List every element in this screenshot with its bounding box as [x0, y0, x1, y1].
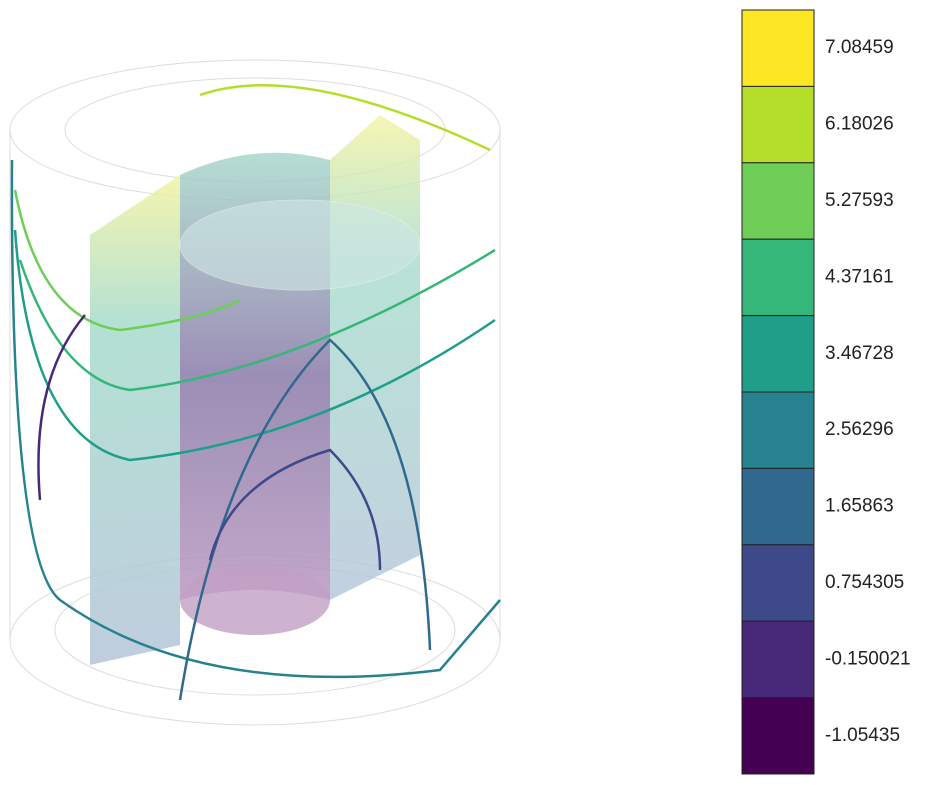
contour [13, 189, 241, 332]
colorbar-label: 5.27593 [825, 190, 894, 211]
colorbar-label: 3.46728 [825, 343, 894, 364]
colorbar-cell [741, 315, 815, 393]
inner-base [180, 565, 330, 635]
colorbar-cell [741, 85, 815, 164]
colorbar-label: 0.754305 [825, 572, 904, 593]
contour [13, 229, 496, 462]
colorbar-cell [741, 544, 815, 622]
contour [37, 314, 86, 501]
colorbar-label: 4.37161 [825, 266, 894, 287]
contours [10, 83, 501, 701]
top-face [179, 199, 421, 291]
contour [18, 248, 496, 392]
colorbar-label: -1.05435 [825, 725, 900, 746]
colorbar-label: -0.150021 [825, 648, 911, 669]
colorbar-cell [741, 162, 815, 240]
geometry [9, 59, 501, 726]
wall [90, 175, 180, 665]
colorbar-cell [741, 9, 815, 87]
colorbar-label: 2.56296 [825, 419, 894, 440]
contour [208, 448, 382, 571]
contour [199, 83, 491, 152]
contour [10, 159, 501, 679]
colorbar-label: 7.08459 [825, 37, 894, 58]
colorbar-cell [741, 697, 815, 775]
colorbar-cell [741, 620, 815, 699]
colorbar-cell [741, 391, 815, 469]
colorbar-label: 6.18026 [825, 114, 894, 135]
colorbar-cell [741, 467, 815, 546]
colorbar-label: 1.65863 [825, 496, 894, 517]
colorbar-cell [741, 238, 815, 317]
contour [178, 338, 432, 701]
colorbar: 7.08459 6.18026 5.27593 4.37161 3.46728 2.562… [741, 9, 911, 775]
